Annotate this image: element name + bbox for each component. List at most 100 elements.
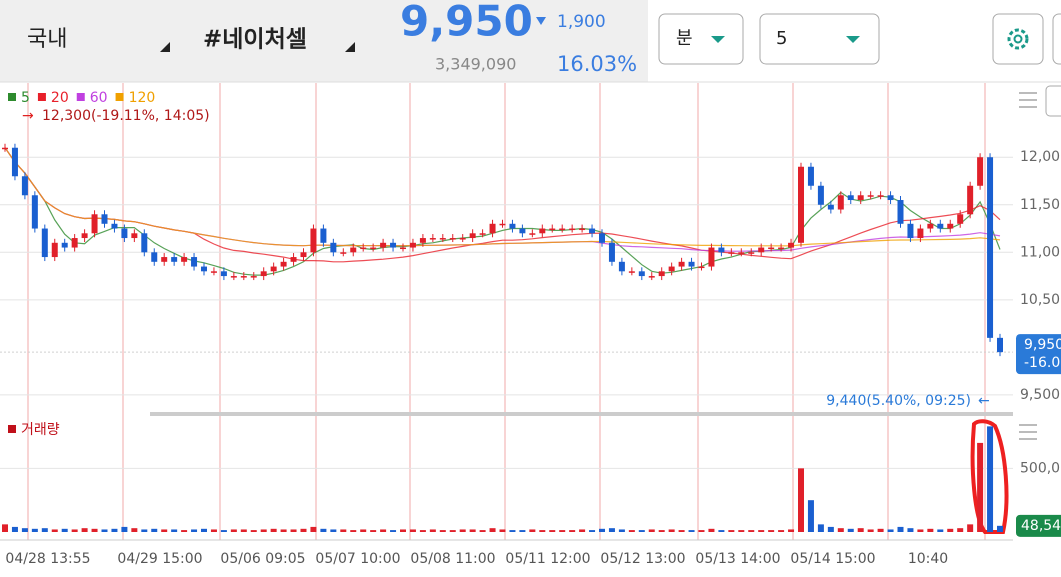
down-arrow: [536, 17, 546, 25]
volume-bar: [698, 530, 705, 532]
volume-title: 거래량: [21, 422, 60, 438]
x-tick-label: 05/12 13:00: [600, 551, 685, 567]
volume-bar: [31, 528, 38, 532]
candle: [370, 247, 377, 250]
candle: [638, 271, 645, 277]
candle: [887, 195, 894, 201]
volume-bar: [280, 529, 287, 532]
candle: [608, 242, 615, 262]
candle: [927, 223, 934, 229]
period-select[interactable]: [759, 13, 880, 65]
candle: [181, 257, 188, 262]
x-tick-label: 05/07 10:00: [315, 551, 400, 567]
legend-label: 60: [90, 90, 108, 106]
volume-bar: [877, 528, 884, 532]
candle: [230, 276, 237, 278]
candle: [439, 238, 446, 240]
market[interactable]: 국내: [27, 27, 67, 52]
settings-button[interactable]: [992, 13, 1044, 65]
volume-bar: [688, 530, 695, 532]
price-tag: [1016, 334, 1061, 375]
candle: [31, 195, 38, 229]
candle: [161, 257, 168, 262]
candle: [957, 214, 964, 224]
moving-average-line: [4, 147, 1001, 247]
volume-bar: [867, 529, 874, 532]
candle: [21, 176, 28, 196]
candle: [330, 242, 337, 253]
x-tick-label: 05/14 15:00: [790, 551, 875, 567]
candle: [220, 271, 227, 277]
volume-bar: [91, 528, 98, 532]
x-tick-label: 04/29 15:00: [117, 551, 202, 567]
y-tick-label: 12,000: [1020, 149, 1061, 165]
legend-swatch: [37, 93, 46, 101]
volume-bar: [638, 530, 645, 532]
price-tag-value: 9,950: [1024, 337, 1061, 353]
candle: [350, 247, 357, 253]
volume-bar: [648, 529, 655, 532]
candle: [877, 195, 884, 197]
low-arrow: ←: [978, 393, 990, 409]
candle: [41, 228, 48, 258]
candle: [290, 257, 297, 262]
y-tick-label: 11,500: [1020, 197, 1061, 213]
x-tick-label: 05/06 09:05: [220, 551, 305, 567]
market-dropdown[interactable]: [160, 42, 170, 52]
volume-bar: [937, 529, 944, 532]
y-tick-label: 11,000: [1020, 244, 1061, 260]
interval-select[interactable]: [658, 13, 744, 65]
volume-bar: [628, 530, 635, 532]
candle: [459, 238, 466, 240]
candle: [937, 223, 944, 229]
volume-bar: [390, 530, 397, 532]
volume-bar: [589, 530, 596, 532]
price: 9,950: [400, 0, 533, 46]
volume-bar: [101, 529, 108, 532]
change: 1,900: [557, 12, 606, 32]
panel-splitter[interactable]: [150, 412, 1013, 416]
volume-bar: [141, 529, 148, 532]
volume-bar: [41, 528, 48, 532]
candle: [380, 242, 387, 248]
panel-button[interactable]: [1045, 85, 1061, 117]
volume-bar: [788, 529, 795, 532]
candle: [519, 228, 526, 234]
candle: [2, 147, 8, 150]
volume-bar: [549, 530, 556, 532]
candle: [419, 238, 426, 243]
volume-bar: [847, 528, 854, 532]
candle: [61, 242, 68, 248]
candle: [240, 276, 247, 278]
candle: [728, 252, 735, 254]
candle: [788, 242, 795, 248]
volume-bar: [370, 530, 377, 532]
volume-bar: [419, 530, 426, 532]
volume-bar: [738, 530, 745, 532]
volume-bar: [768, 530, 775, 532]
candle: [579, 228, 586, 231]
candle: [270, 266, 277, 272]
menu-icon[interactable]: [1019, 92, 1037, 108]
volume-bar: [569, 530, 576, 532]
candle: [708, 247, 715, 267]
volume-bar: [897, 526, 904, 532]
candle: [967, 185, 974, 215]
candle: [390, 242, 397, 248]
hand-drawn-circle: [970, 419, 1009, 534]
stock-dropdown[interactable]: [345, 42, 355, 52]
legend-label: 120: [129, 90, 156, 106]
candle: [310, 228, 317, 253]
high-arrow: →: [22, 108, 34, 124]
volume-bar: [250, 530, 257, 532]
candle: [469, 233, 476, 239]
candle: [320, 228, 327, 243]
legend-label: 20: [51, 90, 69, 106]
menu-icon[interactable]: [1019, 424, 1037, 440]
stock-name[interactable]: #네이처셀: [203, 27, 307, 53]
legend-swatch: [76, 93, 85, 101]
more-button[interactable]: [1052, 13, 1061, 65]
volume-bar: [201, 528, 207, 532]
x-tick-label: 05/11 12:00: [505, 551, 590, 567]
